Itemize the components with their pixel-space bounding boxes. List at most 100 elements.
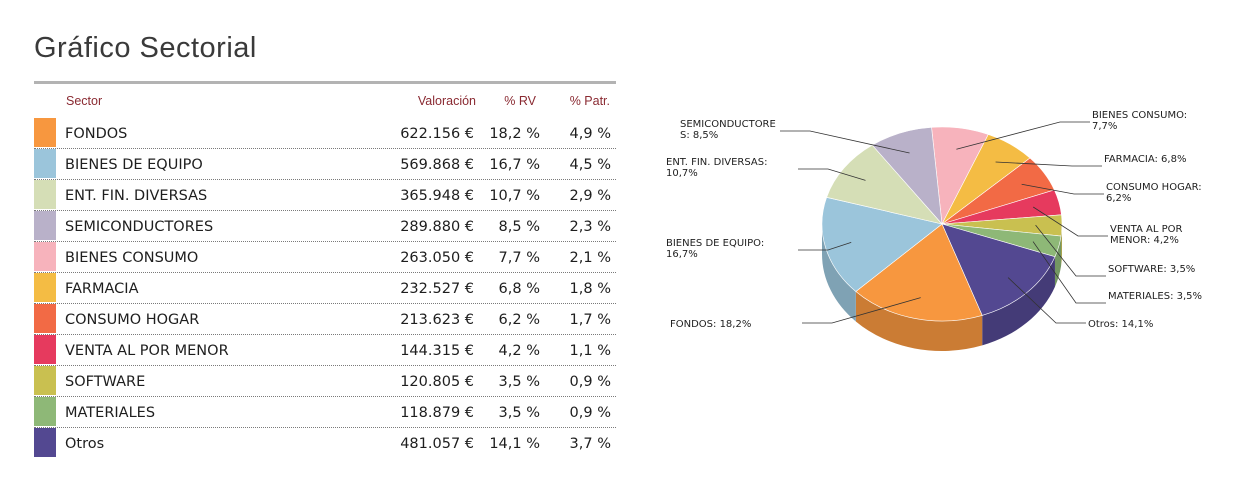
pie-label-line: 16,7%: [666, 249, 698, 260]
row-rv: 8,5 %: [498, 219, 540, 235]
pie-label-line: BIENES CONSUMO:: [1092, 110, 1187, 121]
header-sector: Sector: [66, 94, 103, 108]
row-valuation: 263.050 €: [400, 250, 474, 266]
row-color-swatch: [34, 242, 56, 271]
pie-label: ENT. FIN. DIVERSAS: 10,7%: [666, 157, 767, 179]
pie-label: FARMACIA: 6,8%: [1104, 154, 1186, 165]
leader-line: [1032, 241, 1106, 304]
pie-label-line: SOFTWARE: 3,5%: [1108, 264, 1195, 275]
table-row: FARMACIA 232.527 € 6,8 % 1,8 %: [34, 273, 616, 304]
header-valuation: Valoración: [417, 94, 476, 108]
row-patr: 4,9 %: [569, 126, 611, 142]
pie-label: BIENES CONSUMO: 7,7%: [1092, 110, 1187, 132]
leader-line: [1035, 224, 1106, 277]
sector-pie-chart: BIENES CONSUMO: 7,7% FARMACIA: 6,8% CONSUMO…: [666, 110, 1202, 351]
table-row: MATERIALES 118.879 € 3,5 % 0,9 %: [34, 397, 616, 428]
pie-label-line: ENT. FIN. DIVERSAS:: [666, 157, 767, 168]
row-patr: 2,1 %: [569, 250, 611, 266]
row-color-swatch: [34, 118, 56, 147]
header-patr: % Patr.: [569, 94, 610, 108]
row-patr: 0,9 %: [569, 405, 611, 421]
row-color-swatch: [34, 397, 56, 426]
pie-label-line: SEMICONDUCTORE: [680, 119, 776, 130]
pie-label-line: VENTA AL POR: [1110, 224, 1182, 235]
pie-slice-side: [982, 256, 1055, 346]
leader-line: [798, 242, 852, 251]
leader-line: [1032, 206, 1108, 237]
row-valuation: 118.879 €: [400, 405, 474, 421]
table-header: Sector Valoración % RV % Patr.: [34, 84, 616, 118]
row-color-swatch: [34, 304, 56, 333]
pie-label: MATERIALES: 3,5%: [1108, 291, 1202, 302]
row-rv: 16,7 %: [489, 157, 540, 173]
pie-label-line: 6,2%: [1106, 193, 1131, 204]
row-valuation: 622.156 €: [400, 126, 474, 142]
pie-label: VENTA AL POR MENOR: 4,2%: [1110, 224, 1182, 246]
row-valuation: 289.880 €: [400, 219, 474, 235]
pie-slice-side: [855, 291, 983, 351]
pie-label: SEMICONDUCTORE S: 8,5%: [680, 119, 776, 141]
row-patr: 4,5 %: [569, 157, 611, 173]
row-valuation: 365.948 €: [400, 188, 474, 204]
leader-line: [798, 168, 866, 181]
row-color-swatch: [34, 273, 56, 302]
row-valuation: 569.868 €: [400, 157, 474, 173]
row-patr: 2,9 %: [569, 188, 611, 204]
pie-label-line: FARMACIA: 6,8%: [1104, 154, 1186, 165]
leader-line: [1007, 277, 1086, 324]
pie-label-line: BIENES DE EQUIPO:: [666, 238, 764, 249]
sector-table: Sector Valoración % RV % Patr. FONDOS 622…: [34, 81, 616, 458]
table-row: SEMICONDUCTORES 289.880 € 8,5 % 2,3 %: [34, 211, 616, 242]
pie-slice: [941, 223, 1056, 316]
row-valuation: 144.315 €: [400, 343, 474, 359]
leader-line: [1021, 183, 1104, 195]
table-row: BIENES DE EQUIPO 569.868 € 16,7 % 4,5 %: [34, 149, 616, 180]
row-rv: 10,7 %: [489, 188, 540, 204]
row-valuation: 120.805 €: [400, 374, 474, 390]
row-patr: 0,9 %: [569, 374, 611, 390]
pie-label: BIENES DE EQUIPO: 16,7%: [666, 238, 764, 260]
table-row: FONDOS 622.156 € 18,2 % 4,9 %: [34, 118, 616, 149]
table-row: ENT. FIN. DIVERSAS 365.948 € 10,7 % 2,9 %: [34, 180, 616, 211]
row-patr: 1,8 %: [569, 281, 611, 297]
row-sector: MATERIALES: [65, 405, 156, 421]
pie-label: FONDOS: 18,2%: [670, 319, 751, 330]
row-sector: BIENES CONSUMO: [65, 250, 199, 266]
pie-label-line: 10,7%: [666, 168, 698, 179]
row-patr: 3,7 %: [569, 436, 611, 452]
pie-label-line: MENOR: 4,2%: [1110, 235, 1179, 246]
row-sector: FARMACIA: [65, 281, 139, 297]
row-rv: 3,5 %: [498, 374, 540, 390]
row-rv: 3,5 %: [498, 405, 540, 421]
pie-slice: [821, 196, 943, 292]
pie-slice-side: [1054, 236, 1062, 287]
page-title: Gráfico Sectorial: [34, 32, 257, 64]
pie-label-line: MATERIALES: 3,5%: [1108, 291, 1202, 302]
row-sector: VENTA AL POR MENOR: [65, 343, 229, 359]
row-sector: ENT. FIN. DIVERSAS: [65, 188, 208, 204]
row-rv: 4,2 %: [498, 343, 540, 359]
pie-label-line: Otros: 14,1%: [1088, 319, 1153, 330]
pie-label-line: S: 8,5%: [680, 130, 718, 141]
leader-line: [995, 161, 1102, 167]
pie-label-line: 7,7%: [1092, 121, 1117, 132]
row-rv: 18,2 %: [489, 126, 540, 142]
pie-slice: [855, 223, 983, 322]
row-rv: 6,2 %: [498, 312, 540, 328]
row-color-swatch: [34, 366, 56, 395]
row-sector: FONDOS: [65, 126, 128, 142]
row-sector: SEMICONDUCTORES: [65, 219, 214, 235]
table-row: CONSUMO HOGAR 213.623 € 6,2 % 1,7 %: [34, 304, 616, 335]
table-row: BIENES CONSUMO 263.050 € 7,7 % 2,1 %: [34, 242, 616, 273]
header-rv: % RV: [504, 94, 536, 108]
row-valuation: 232.527 €: [400, 281, 474, 297]
pie-label-line: CONSUMO HOGAR:: [1106, 182, 1202, 193]
table-row: Otros 481.057 € 14,1 % 3,7 %: [34, 428, 616, 458]
pie-slice-side: [822, 224, 856, 322]
row-patr: 1,7 %: [569, 312, 611, 328]
pie-label: CONSUMO HOGAR: 6,2%: [1106, 182, 1202, 204]
row-rv: 14,1 %: [489, 436, 540, 452]
row-sector: SOFTWARE: [65, 374, 146, 390]
row-patr: 1,1 %: [569, 343, 611, 359]
row-color-swatch: [34, 149, 56, 178]
